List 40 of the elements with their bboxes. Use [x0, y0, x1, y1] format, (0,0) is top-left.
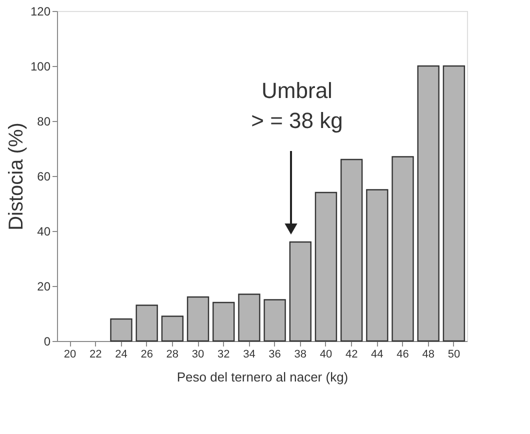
x-tick-label: 30 — [192, 348, 204, 360]
x-tick-label: 24 — [115, 348, 128, 360]
y-tick-label: 80 — [37, 114, 51, 128]
x-tick-label: 40 — [320, 348, 332, 360]
x-tick-label: 50 — [448, 348, 460, 360]
bar — [314, 192, 338, 342]
x-tick-label: 44 — [371, 348, 384, 360]
bar — [238, 294, 260, 342]
bar — [186, 296, 210, 342]
y-axis-title: Distocia (%) — [5, 122, 28, 230]
y-tick-label: 100 — [30, 60, 51, 74]
x-tick-label: 32 — [217, 348, 230, 360]
bar — [366, 189, 388, 342]
x-tick-label: 48 — [422, 348, 434, 360]
bar — [417, 65, 440, 342]
annotation: Umbral > = 38 kg — [251, 78, 343, 133]
bar — [392, 156, 414, 342]
bar — [264, 299, 286, 342]
x-tick-label: 34 — [243, 348, 256, 360]
bar — [212, 302, 235, 342]
y-tick-label: 60 — [37, 170, 51, 184]
bar — [136, 304, 158, 342]
x-tick-label: 22 — [90, 348, 102, 360]
y-tick-label: 120 — [30, 4, 51, 18]
x-tick-label: 26 — [140, 348, 153, 360]
x-tick-label: 42 — [345, 348, 358, 360]
y-tick-label: 20 — [37, 280, 51, 294]
x-tick-label: 36 — [268, 348, 281, 360]
x-axis-title: Peso del ternero al nacer (kg) — [176, 370, 348, 384]
x-tick-label: 38 — [294, 348, 307, 360]
x-tick-label: 28 — [166, 348, 179, 360]
y-tick-label: 40 — [37, 224, 51, 238]
bar — [161, 316, 184, 342]
bar — [340, 158, 363, 342]
x-tick-label: 46 — [396, 348, 409, 360]
bar — [289, 241, 312, 342]
y-tick-label: 0 — [44, 334, 51, 348]
bar — [110, 318, 132, 342]
bar — [442, 65, 466, 342]
x-tick-label: 20 — [64, 348, 76, 360]
